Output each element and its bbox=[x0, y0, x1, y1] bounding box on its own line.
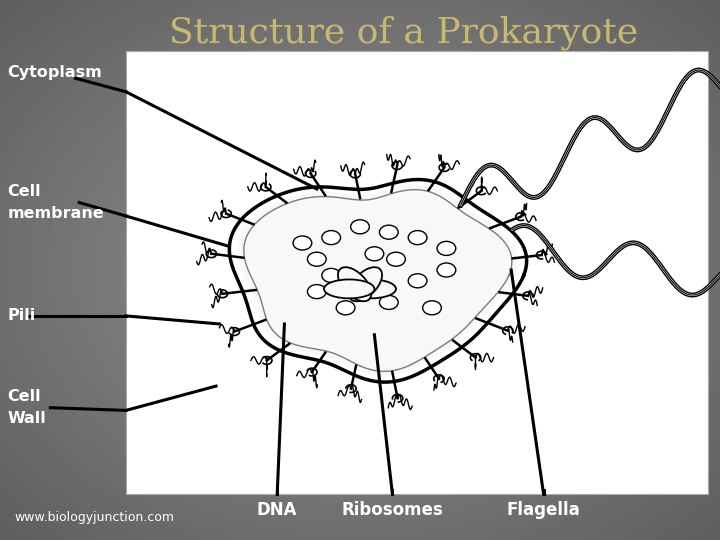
Text: Pili: Pili bbox=[7, 308, 35, 323]
Circle shape bbox=[293, 236, 312, 250]
Polygon shape bbox=[238, 186, 517, 376]
Circle shape bbox=[322, 231, 341, 245]
Ellipse shape bbox=[346, 280, 396, 298]
Circle shape bbox=[408, 274, 427, 288]
Text: www.biologyjunction.com: www.biologyjunction.com bbox=[14, 511, 174, 524]
Ellipse shape bbox=[348, 267, 382, 301]
Circle shape bbox=[365, 247, 384, 261]
Text: membrane: membrane bbox=[7, 206, 104, 221]
Circle shape bbox=[379, 225, 398, 239]
Circle shape bbox=[408, 231, 427, 245]
Circle shape bbox=[437, 263, 456, 277]
Circle shape bbox=[423, 301, 441, 315]
Circle shape bbox=[322, 268, 341, 282]
Text: Flagella: Flagella bbox=[507, 501, 580, 519]
Circle shape bbox=[351, 220, 369, 234]
Bar bbox=[126, 51, 708, 494]
Circle shape bbox=[387, 252, 405, 266]
Circle shape bbox=[307, 285, 326, 299]
Circle shape bbox=[379, 295, 398, 309]
Text: Wall: Wall bbox=[7, 411, 46, 426]
Text: Structure of a Prokaryote: Structure of a Prokaryote bbox=[168, 15, 638, 50]
Text: Cell: Cell bbox=[7, 389, 41, 404]
Circle shape bbox=[307, 252, 326, 266]
Text: Cell: Cell bbox=[7, 184, 41, 199]
Text: Cytoplasm: Cytoplasm bbox=[7, 65, 102, 80]
Text: Ribosomes: Ribosomes bbox=[341, 501, 444, 519]
Ellipse shape bbox=[338, 267, 372, 301]
Ellipse shape bbox=[324, 279, 374, 299]
Circle shape bbox=[336, 301, 355, 315]
Text: DNA: DNA bbox=[257, 501, 297, 519]
Circle shape bbox=[437, 241, 456, 255]
Circle shape bbox=[351, 285, 369, 299]
